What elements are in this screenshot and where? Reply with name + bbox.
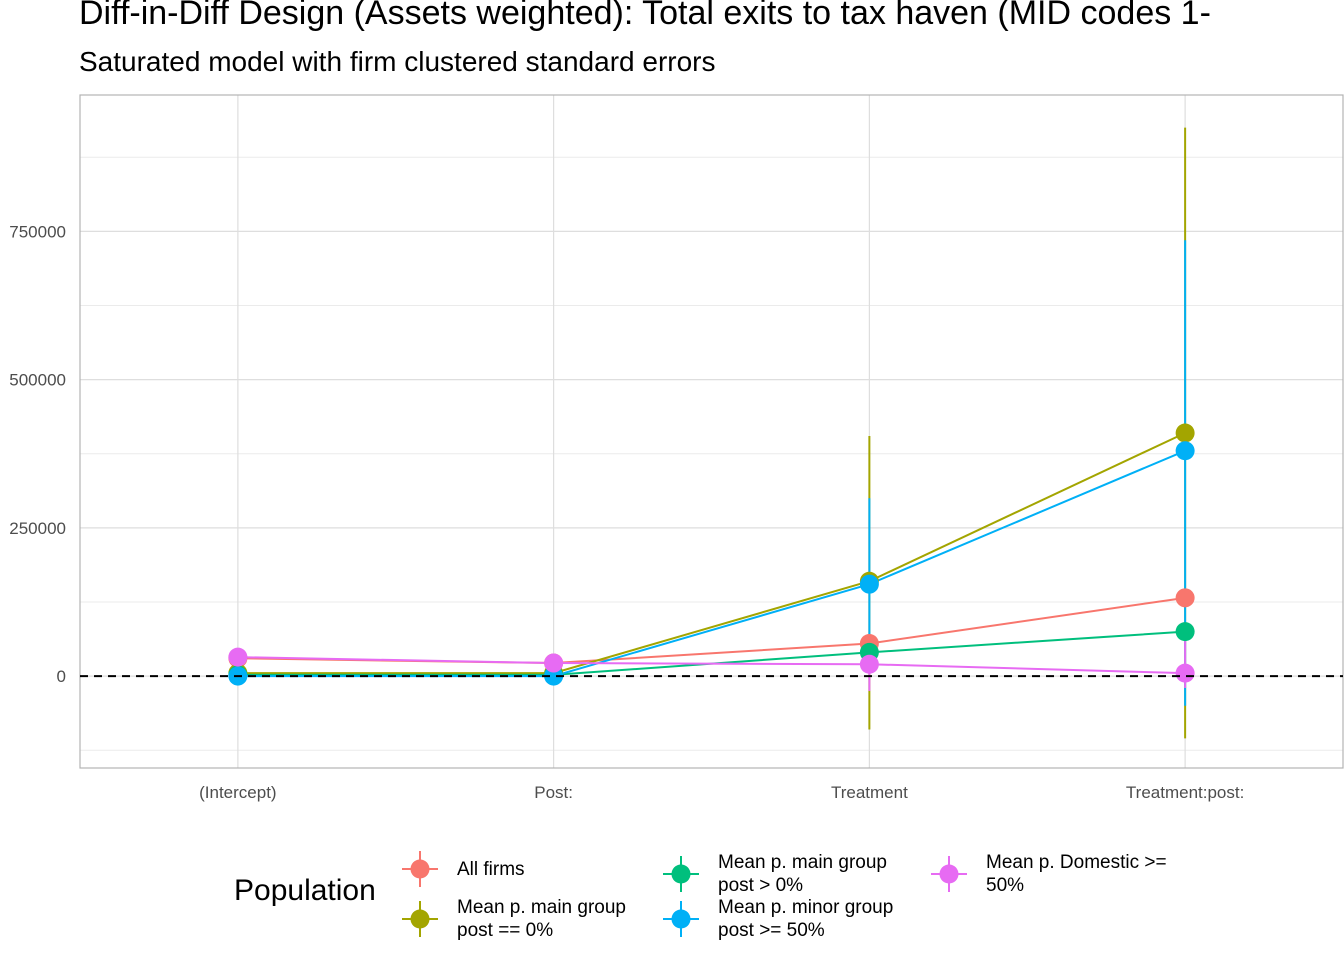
x-tick-label: Treatment [831,783,908,802]
legend-label: Mean p. main group post == 0% [457,897,626,941]
chart-subtitle: Saturated model with firm clustered stan… [79,46,716,77]
data-point [544,666,564,686]
legend-key [663,901,699,937]
data-point [1175,663,1195,683]
series-line [237,432,1186,675]
legend-item: All firms [402,851,657,887]
legend-key-point [410,859,430,879]
legend-key-point [939,864,959,884]
legend-label: All firms [457,858,525,880]
legend-key-point [671,909,691,929]
data-point [1175,441,1195,461]
data-point [1175,423,1195,443]
legend-label: Mean p. minor group post >= 50% [718,897,894,941]
data-point [1175,588,1195,608]
legend-key [663,856,699,892]
y-tick-label: 500000 [9,371,66,390]
legend-item: Mean p. Domestic >= 50% [931,851,1186,897]
legend-key [931,856,967,892]
data-point [1175,622,1195,642]
data-point [544,653,564,673]
x-tick-label: Treatment:post: [1126,783,1244,802]
x-tick-label: Post: [534,783,573,802]
data-point [859,574,879,594]
x-tick-label: (Intercept) [199,783,276,802]
legend-key [402,901,438,937]
legend-title: Population [234,874,376,907]
chart-title: Diff-in-Diff Design (Assets weighted): T… [79,0,1211,32]
legend-key [402,851,438,887]
series-line [237,656,1186,675]
y-tick-label: 750000 [9,222,66,241]
data-point [859,654,879,674]
legend-label: Mean p. Domestic >= 50% [986,852,1167,896]
legend-item: Mean p. main group post > 0% [663,851,918,897]
legend-key-point [671,864,691,884]
legend-item: Mean p. minor group post >= 50% [663,896,918,942]
legend-key-point [410,909,430,929]
panel-border [79,94,1344,769]
y-tick-label: 0 [57,667,66,686]
legend-label: Mean p. main group post > 0% [718,852,887,896]
data-point [228,647,248,667]
series-line [237,449,1186,678]
legend-item: Mean p. main group post == 0% [402,896,657,942]
y-tick-label: 250000 [9,519,66,538]
